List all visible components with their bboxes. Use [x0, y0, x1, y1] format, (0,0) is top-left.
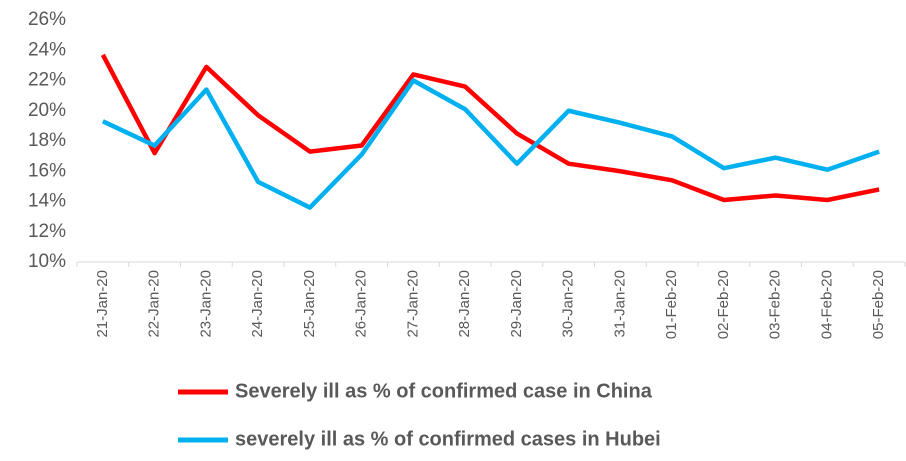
y-tick-label: 14% — [28, 191, 66, 212]
x-tick-label: 02-Feb-20 — [715, 270, 732, 339]
x-tick-label: 04-Feb-20 — [818, 270, 835, 339]
legend-label: severely ill as % of confirmed cases in … — [235, 428, 661, 450]
x-tick-label: 23-Jan-20 — [197, 270, 214, 338]
x-tick-label: 21-Jan-20 — [94, 270, 111, 338]
x-tick-label: 05-Feb-20 — [870, 270, 887, 339]
x-tick-label: 28-Jan-20 — [456, 270, 473, 338]
y-tick-label: 10% — [28, 251, 66, 272]
y-tick-label: 12% — [28, 221, 66, 242]
x-tick-label: 01-Feb-20 — [663, 270, 680, 339]
x-tick-label: 03-Feb-20 — [767, 270, 784, 339]
y-tick-label: 16% — [28, 160, 66, 181]
series-line — [100, 53, 880, 203]
y-tick-label: 26% — [28, 9, 66, 30]
series-line — [101, 78, 880, 210]
legend-label: Severely ill as % of confirmed case in C… — [235, 380, 653, 402]
x-tick-label: 24-Jan-20 — [249, 270, 266, 338]
y-tick-label: 24% — [28, 39, 66, 60]
y-tick-label: 22% — [28, 70, 66, 91]
x-tick-label: 29-Jan-20 — [508, 270, 525, 338]
x-tick-label: 27-Jan-20 — [404, 270, 421, 338]
y-tick-label: 20% — [28, 100, 66, 121]
x-tick-label: 30-Jan-20 — [560, 270, 577, 338]
y-tick-label: 18% — [28, 130, 66, 151]
x-tick-label: 25-Jan-20 — [301, 270, 318, 338]
x-tick-label: 22-Jan-20 — [146, 270, 163, 338]
x-tick-label: 26-Jan-20 — [353, 270, 370, 338]
x-tick-label: 31-Jan-20 — [611, 270, 628, 338]
